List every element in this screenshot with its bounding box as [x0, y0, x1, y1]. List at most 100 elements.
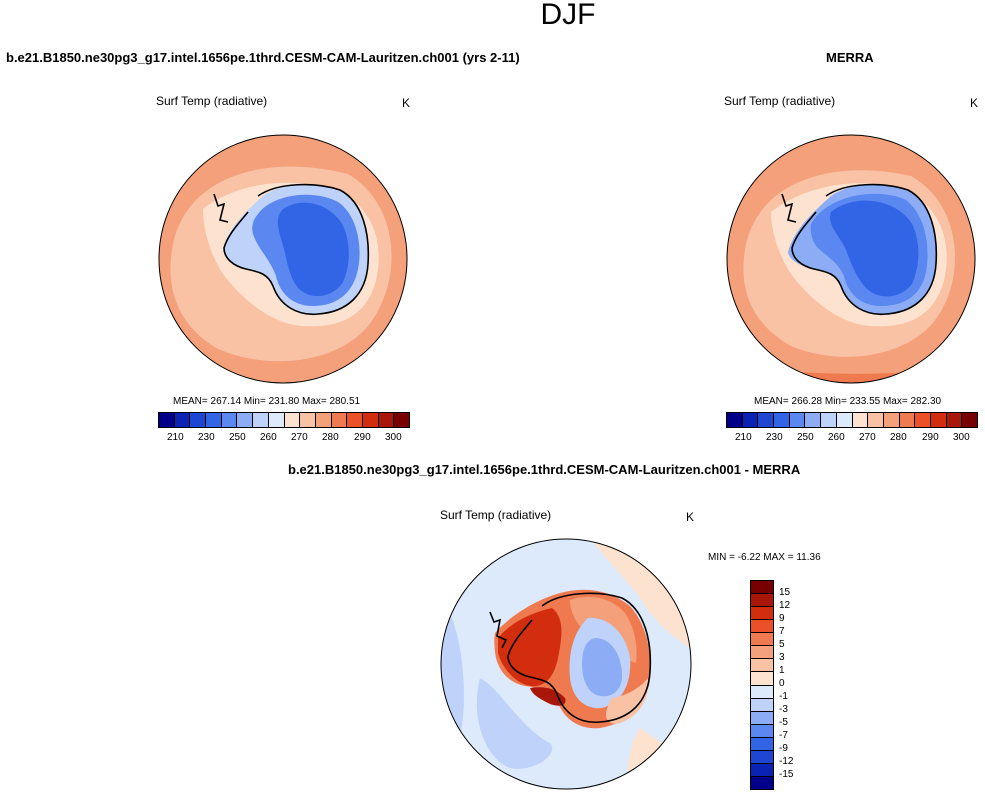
colorbar-tick-label: -7	[779, 730, 788, 741]
colorbar-tick-label: 1	[779, 665, 785, 676]
colorbar-cell	[836, 413, 853, 427]
diff-warm-east	[628, 728, 680, 789]
panel-merra-variable: Surf Temp (radiative)	[724, 94, 836, 108]
colorbar-tick-label: 210	[167, 432, 184, 443]
colorbar-cell	[751, 581, 773, 595]
colorbar-cell	[253, 413, 269, 427]
colorbar-tick-label: -3	[779, 704, 788, 715]
colorbar-cell	[751, 763, 773, 777]
colorbar-tick-label: 210	[735, 432, 752, 443]
panel-diff-colorbar	[750, 580, 774, 790]
colorbar-cell	[190, 413, 207, 427]
panel-diff-title: b.e21.B1850.ne30pg3_g17.intel.1656pe.1th…	[288, 462, 801, 477]
colorbar-tick-label: 260	[260, 432, 277, 443]
colorbar-cell	[883, 413, 900, 427]
panel-model-colorbar	[158, 412, 410, 428]
colorbar-tick-label: 290	[922, 432, 939, 443]
panel-merra-units: K	[970, 96, 979, 110]
colorbar-cell	[206, 413, 222, 427]
colorbar-cell	[789, 413, 806, 427]
colorbar-tick-label: 250	[797, 432, 814, 443]
colorbar-cell	[751, 659, 773, 673]
diff-land-fringe	[606, 678, 649, 724]
panel-model-stats: MEAN= 267.14 Min= 231.80 Max= 280.51	[173, 396, 361, 407]
panel-diff-map	[440, 538, 692, 790]
colorbar-cell	[930, 413, 947, 427]
colorbar-cell	[159, 413, 175, 427]
colorbar-cell	[751, 724, 773, 738]
colorbar-cell	[284, 413, 301, 427]
colorbar-cell	[751, 594, 773, 608]
season-title: DJF	[540, 0, 596, 31]
panel-merra-title: MERRA	[826, 50, 874, 65]
colorbar-cell	[362, 413, 379, 427]
colorbar-cell	[751, 633, 773, 647]
colorbar-tick-label: 270	[291, 432, 308, 443]
colorbar-cell	[221, 413, 238, 427]
colorbar-tick-label: -1	[779, 691, 788, 702]
colorbar-tick-label: 300	[385, 432, 402, 443]
colorbar-cell	[347, 413, 363, 427]
diff-warm-north	[590, 539, 691, 648]
colorbar-cell	[742, 413, 759, 427]
colorbar-tick-label: -9	[779, 743, 788, 754]
colorbar-cell	[751, 607, 773, 621]
colorbar-tick-label: -15	[779, 769, 794, 780]
colorbar-cell	[821, 413, 837, 427]
colorbar-tick-label: 230	[198, 432, 215, 443]
colorbar-tick-label: 290	[354, 432, 371, 443]
diff-cool-southwest	[476, 678, 553, 769]
colorbar-tick-label: 270	[859, 432, 876, 443]
colorbar-cell	[751, 620, 773, 634]
colorbar-cell	[237, 413, 254, 427]
colorbar-cell	[805, 413, 822, 427]
colorbar-tick-label: 280	[890, 432, 907, 443]
colorbar-cell	[751, 750, 773, 764]
panel-merra-stats: MEAN= 266.28 Min= 233.55 Max= 282.30	[754, 396, 942, 407]
colorbar-cell	[774, 413, 790, 427]
diff-land-hot	[498, 608, 562, 687]
panel-model-map	[158, 134, 408, 384]
colorbar-cell	[852, 413, 869, 427]
model-coastline	[213, 183, 370, 315]
colorbar-cell	[751, 711, 773, 725]
colorbar-cell	[915, 413, 931, 427]
colorbar-tick-label: 9	[779, 613, 785, 624]
model-antarctica-core	[277, 202, 349, 297]
colorbar-tick-label: -12	[779, 756, 794, 767]
colorbar-cell	[331, 413, 348, 427]
colorbar-cell	[300, 413, 316, 427]
diff-coastline	[489, 592, 652, 723]
colorbar-tick-label: 3	[779, 652, 785, 663]
panel-model-variable: Surf Temp (radiative)	[156, 94, 268, 108]
colorbar-tick-label: 12	[779, 600, 791, 611]
colorbar-tick-label: 260	[828, 432, 845, 443]
colorbar-tick-label: 5	[779, 639, 785, 650]
colorbar-tick-label: 280	[322, 432, 339, 443]
panel-merra-colorbar	[726, 412, 978, 428]
colorbar-cell	[751, 737, 773, 751]
colorbar-tick-label: 300	[953, 432, 970, 443]
colorbar-cell	[868, 413, 884, 427]
colorbar-tick-label: 15	[779, 587, 791, 598]
merra-coastline	[781, 183, 938, 315]
colorbar-cell	[315, 413, 332, 427]
merra-antarctica-core	[829, 200, 919, 297]
colorbar-cell	[394, 413, 409, 427]
panel-diff-variable: Surf Temp (radiative)	[440, 508, 552, 522]
colorbar-tick-label: 0	[779, 678, 785, 689]
colorbar-cell	[751, 685, 773, 699]
colorbar-cell	[758, 413, 775, 427]
colorbar-cell	[378, 413, 395, 427]
panel-merra-map	[726, 134, 976, 384]
colorbar-cell	[268, 413, 285, 427]
panel-model-title: b.e21.B1850.ne30pg3_g17.intel.1656pe.1th…	[6, 50, 520, 65]
colorbar-cell	[946, 413, 963, 427]
colorbar-cell	[751, 698, 773, 712]
panel-diff-units: K	[686, 510, 695, 524]
colorbar-tick-label: 250	[229, 432, 246, 443]
panel-diff-stats: MIN = -6.22 MAX = 11.36	[708, 552, 821, 563]
colorbar-cell	[962, 413, 977, 427]
colorbar-cell	[899, 413, 916, 427]
colorbar-tick-label: 230	[766, 432, 783, 443]
